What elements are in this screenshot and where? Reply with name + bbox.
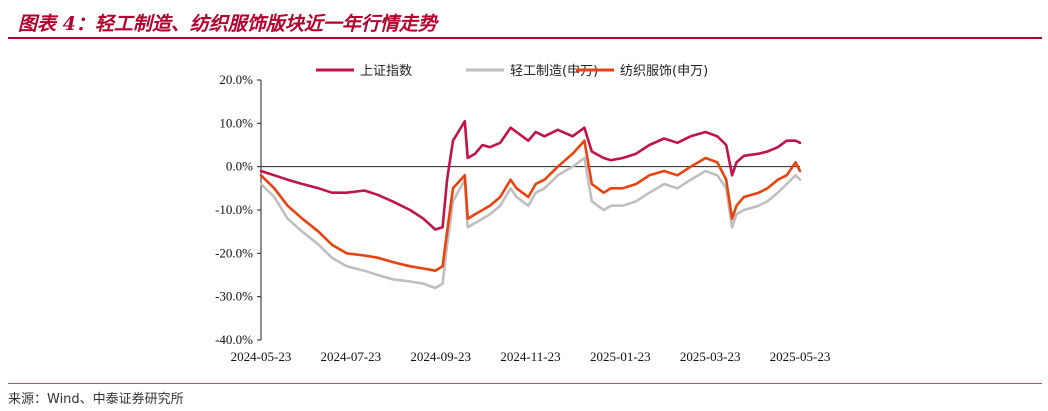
legend-label: 上证指数 (360, 64, 412, 79)
series-line-2 (259, 139, 802, 272)
x-tick-label: 2025-05-23 (770, 349, 831, 364)
x-tick-label: 2025-01-23 (590, 349, 651, 364)
x-tick-label: 2024-09-23 (410, 349, 471, 364)
y-tick-label: -30.0% (215, 289, 253, 304)
x-tick-label: 2024-05-23 (231, 349, 292, 364)
figure-title: 图表 4：轻工制造、纺织服饰版块近一年行情走势 (18, 13, 437, 35)
legend-label: 纺织服饰(申万) (620, 64, 708, 79)
x-tick-label: 2024-11-23 (500, 349, 560, 364)
x-tick-label: 2024-07-23 (320, 349, 381, 364)
source-rule (8, 383, 1042, 384)
legend-label: 轻工制造(申万) (510, 64, 598, 79)
series-line-1 (259, 156, 802, 290)
series-line-0 (259, 119, 802, 231)
chart-legend: 上证指数 轻工制造(申万) 纺织服饰(申万) (316, 64, 708, 79)
y-tick-label: 20.0% (219, 72, 253, 87)
figure-header: 图表 4：轻工制造、纺织服饰版块近一年行情走势 (0, 0, 1048, 40)
y-tick-label: 10.0% (219, 115, 253, 130)
y-tick-label: -10.0% (215, 202, 253, 217)
source-note: 来源：Wind、中泰证券研究所 (8, 392, 184, 407)
y-tick-label: -20.0% (215, 245, 253, 260)
y-tick-label: -40.0% (215, 332, 253, 347)
x-tick-label: 2025-03-23 (680, 349, 741, 364)
y-tick-label: 0.0% (226, 159, 253, 174)
x-axis: 2024-05-23 2024-07-23 2024-09-23 2024-11-23… (231, 166, 831, 364)
title-rule (8, 37, 1042, 39)
y-axis: 20.0% 10.0% 0.0% -10.0% -20.0% -30.0% -40.0% (215, 72, 262, 347)
line-chart: 上证指数 轻工制造(申万) 纺织服饰(申万) 20.0% 10.0% 0.0% -10.0… (215, 64, 831, 364)
series-layer (259, 119, 802, 290)
